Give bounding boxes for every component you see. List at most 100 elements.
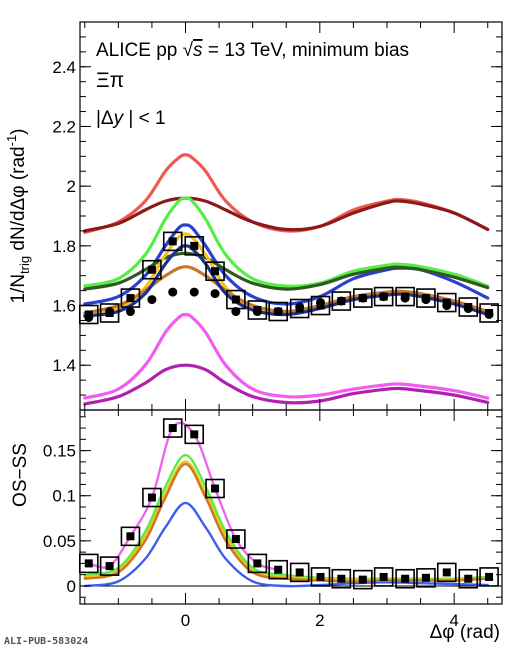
top-marker-8 xyxy=(231,295,240,304)
bottom-syst-box-3 xyxy=(120,526,141,547)
bottom-curve-4 xyxy=(83,460,489,581)
top-marker-12 xyxy=(316,301,325,310)
top-syst-box-2 xyxy=(99,303,120,323)
top-marker-10 xyxy=(274,307,283,316)
bottom-syst-box-6 xyxy=(184,424,205,445)
bottom-marker-18 xyxy=(442,568,451,577)
top-syst-box-17 xyxy=(416,288,436,308)
bottom-marker-5 xyxy=(168,424,177,433)
bottom-syst-box-2 xyxy=(99,556,120,576)
top-marker-20 xyxy=(485,309,494,317)
top-curve-3 xyxy=(83,196,490,288)
top-ytick-label-4: 2 xyxy=(67,177,76,196)
top-marker-4 xyxy=(147,265,156,274)
bottom-marker-2 xyxy=(105,562,114,571)
bottom-marker-12 xyxy=(316,572,325,581)
bottom-ytick-label-4: 0.15 xyxy=(43,442,76,461)
bottom-y-ticks: 0 0.05 0.1 0.15 xyxy=(43,416,502,598)
top-syst-box-9 xyxy=(247,300,268,320)
top-marker-2 xyxy=(105,309,114,317)
top-ytick-label-3: 1.8 xyxy=(52,237,76,256)
top-dot-3 xyxy=(125,307,135,317)
top-syst-box-19 xyxy=(458,297,479,317)
bottom-marker-13 xyxy=(337,574,346,583)
top-marker-13 xyxy=(337,297,346,306)
top-syst-box-6 xyxy=(184,236,205,256)
bottom-marker-15 xyxy=(379,572,388,581)
bottom-marker-1 xyxy=(84,559,93,568)
bottom-marker-4 xyxy=(147,493,156,502)
top-marker-1 xyxy=(84,310,93,319)
top-syst-box-16 xyxy=(395,286,415,307)
top-marker-16 xyxy=(401,292,410,301)
annotation-particles: Ξπ xyxy=(96,69,124,92)
x-tick-label-2: 2 xyxy=(315,611,324,630)
bottom-marker-20 xyxy=(485,572,494,581)
bottom-marker-7 xyxy=(211,484,220,493)
figure-label: ALI-PUB-583024 xyxy=(4,636,88,647)
top-ytick-label-5: 2.2 xyxy=(52,117,76,136)
top-syst-box-8 xyxy=(226,289,246,310)
top-curve-1 xyxy=(83,153,490,234)
bottom-curve-2 xyxy=(83,501,489,588)
bottom-marker-3 xyxy=(126,532,135,541)
annotation-rapidity: |Δy | < 1 xyxy=(96,108,166,129)
bottom-syst-box-15 xyxy=(373,567,394,587)
top-marker-6 xyxy=(190,241,199,250)
bottom-ytick-label-2: 0.05 xyxy=(43,532,76,551)
bottom-syst-box-5 xyxy=(162,418,183,438)
bottom-marker-6 xyxy=(190,430,199,439)
bottom-marker-11 xyxy=(295,568,304,577)
x-tick-label-1: 0 xyxy=(181,611,190,630)
bottom-syst-box-11 xyxy=(289,562,310,583)
bottom-syst-box-17 xyxy=(416,568,436,588)
bottom-syst-box-10 xyxy=(268,559,288,580)
top-syst-box-7 xyxy=(205,261,225,282)
bottom-ytick-label-3: 0.1 xyxy=(52,487,76,506)
top-marker-19 xyxy=(464,303,473,312)
bottom-marker-19 xyxy=(464,574,473,583)
bottom-y-axis-label: OS−SS xyxy=(10,443,31,507)
top-curve-5 xyxy=(83,251,490,291)
top-syst-box-10 xyxy=(268,301,288,322)
top-marker-18 xyxy=(442,298,451,307)
top-marker-3 xyxy=(126,294,135,303)
top-marker-14 xyxy=(358,294,367,303)
bottom-marker-14 xyxy=(358,575,367,584)
top-syst-box-11 xyxy=(289,298,310,319)
top-marker-9 xyxy=(253,306,262,315)
bottom-syst-box-13 xyxy=(331,568,352,589)
bottom-syst-box-18 xyxy=(436,562,457,583)
bottom-curves xyxy=(83,421,489,588)
bottom-ytick-label-1: 0 xyxy=(67,577,76,596)
top-dot-7 xyxy=(210,289,220,299)
bottom-marker-16 xyxy=(401,574,410,583)
bottom-syst-box-8 xyxy=(226,529,246,549)
top-points xyxy=(78,231,499,325)
top-syst-box-12 xyxy=(310,295,331,316)
top-panel: 1.4 1.6 1.8 2 2.2 2.4 ALICE pp √s = 13 TeV, m… xyxy=(4,21,503,411)
x-axis-label: Δφ (rad) xyxy=(430,622,500,643)
top-marker-17 xyxy=(421,294,430,303)
top-marker-15 xyxy=(379,292,388,301)
top-syst-box-20 xyxy=(479,303,499,323)
top-y-axis-label: 1/Ntrig dN/dΔφ (rad-1) xyxy=(4,128,32,303)
bottom-syst-box-7 xyxy=(205,478,225,499)
top-ytick-label-1: 1.4 xyxy=(52,356,76,375)
bottom-syst-box-12 xyxy=(310,567,331,587)
top-dot-6 xyxy=(189,287,199,297)
top-syst-box-3 xyxy=(120,288,141,308)
bottom-frame xyxy=(79,409,503,605)
top-y-ticks: 1.4 1.6 1.8 2 2.2 2.4 xyxy=(52,21,502,411)
bottom-syst-box-16 xyxy=(395,568,415,589)
top-syst-box-15 xyxy=(373,286,394,307)
bottom-marker-17 xyxy=(421,573,430,582)
bottom-syst-box-20 xyxy=(479,567,499,587)
top-syst-box-4 xyxy=(142,259,162,280)
top-curve-2 xyxy=(83,196,490,233)
bottom-marker-8 xyxy=(231,535,240,544)
top-curve-10 xyxy=(83,363,490,406)
top-syst-box-14 xyxy=(353,288,373,308)
bottom-points xyxy=(78,418,499,590)
